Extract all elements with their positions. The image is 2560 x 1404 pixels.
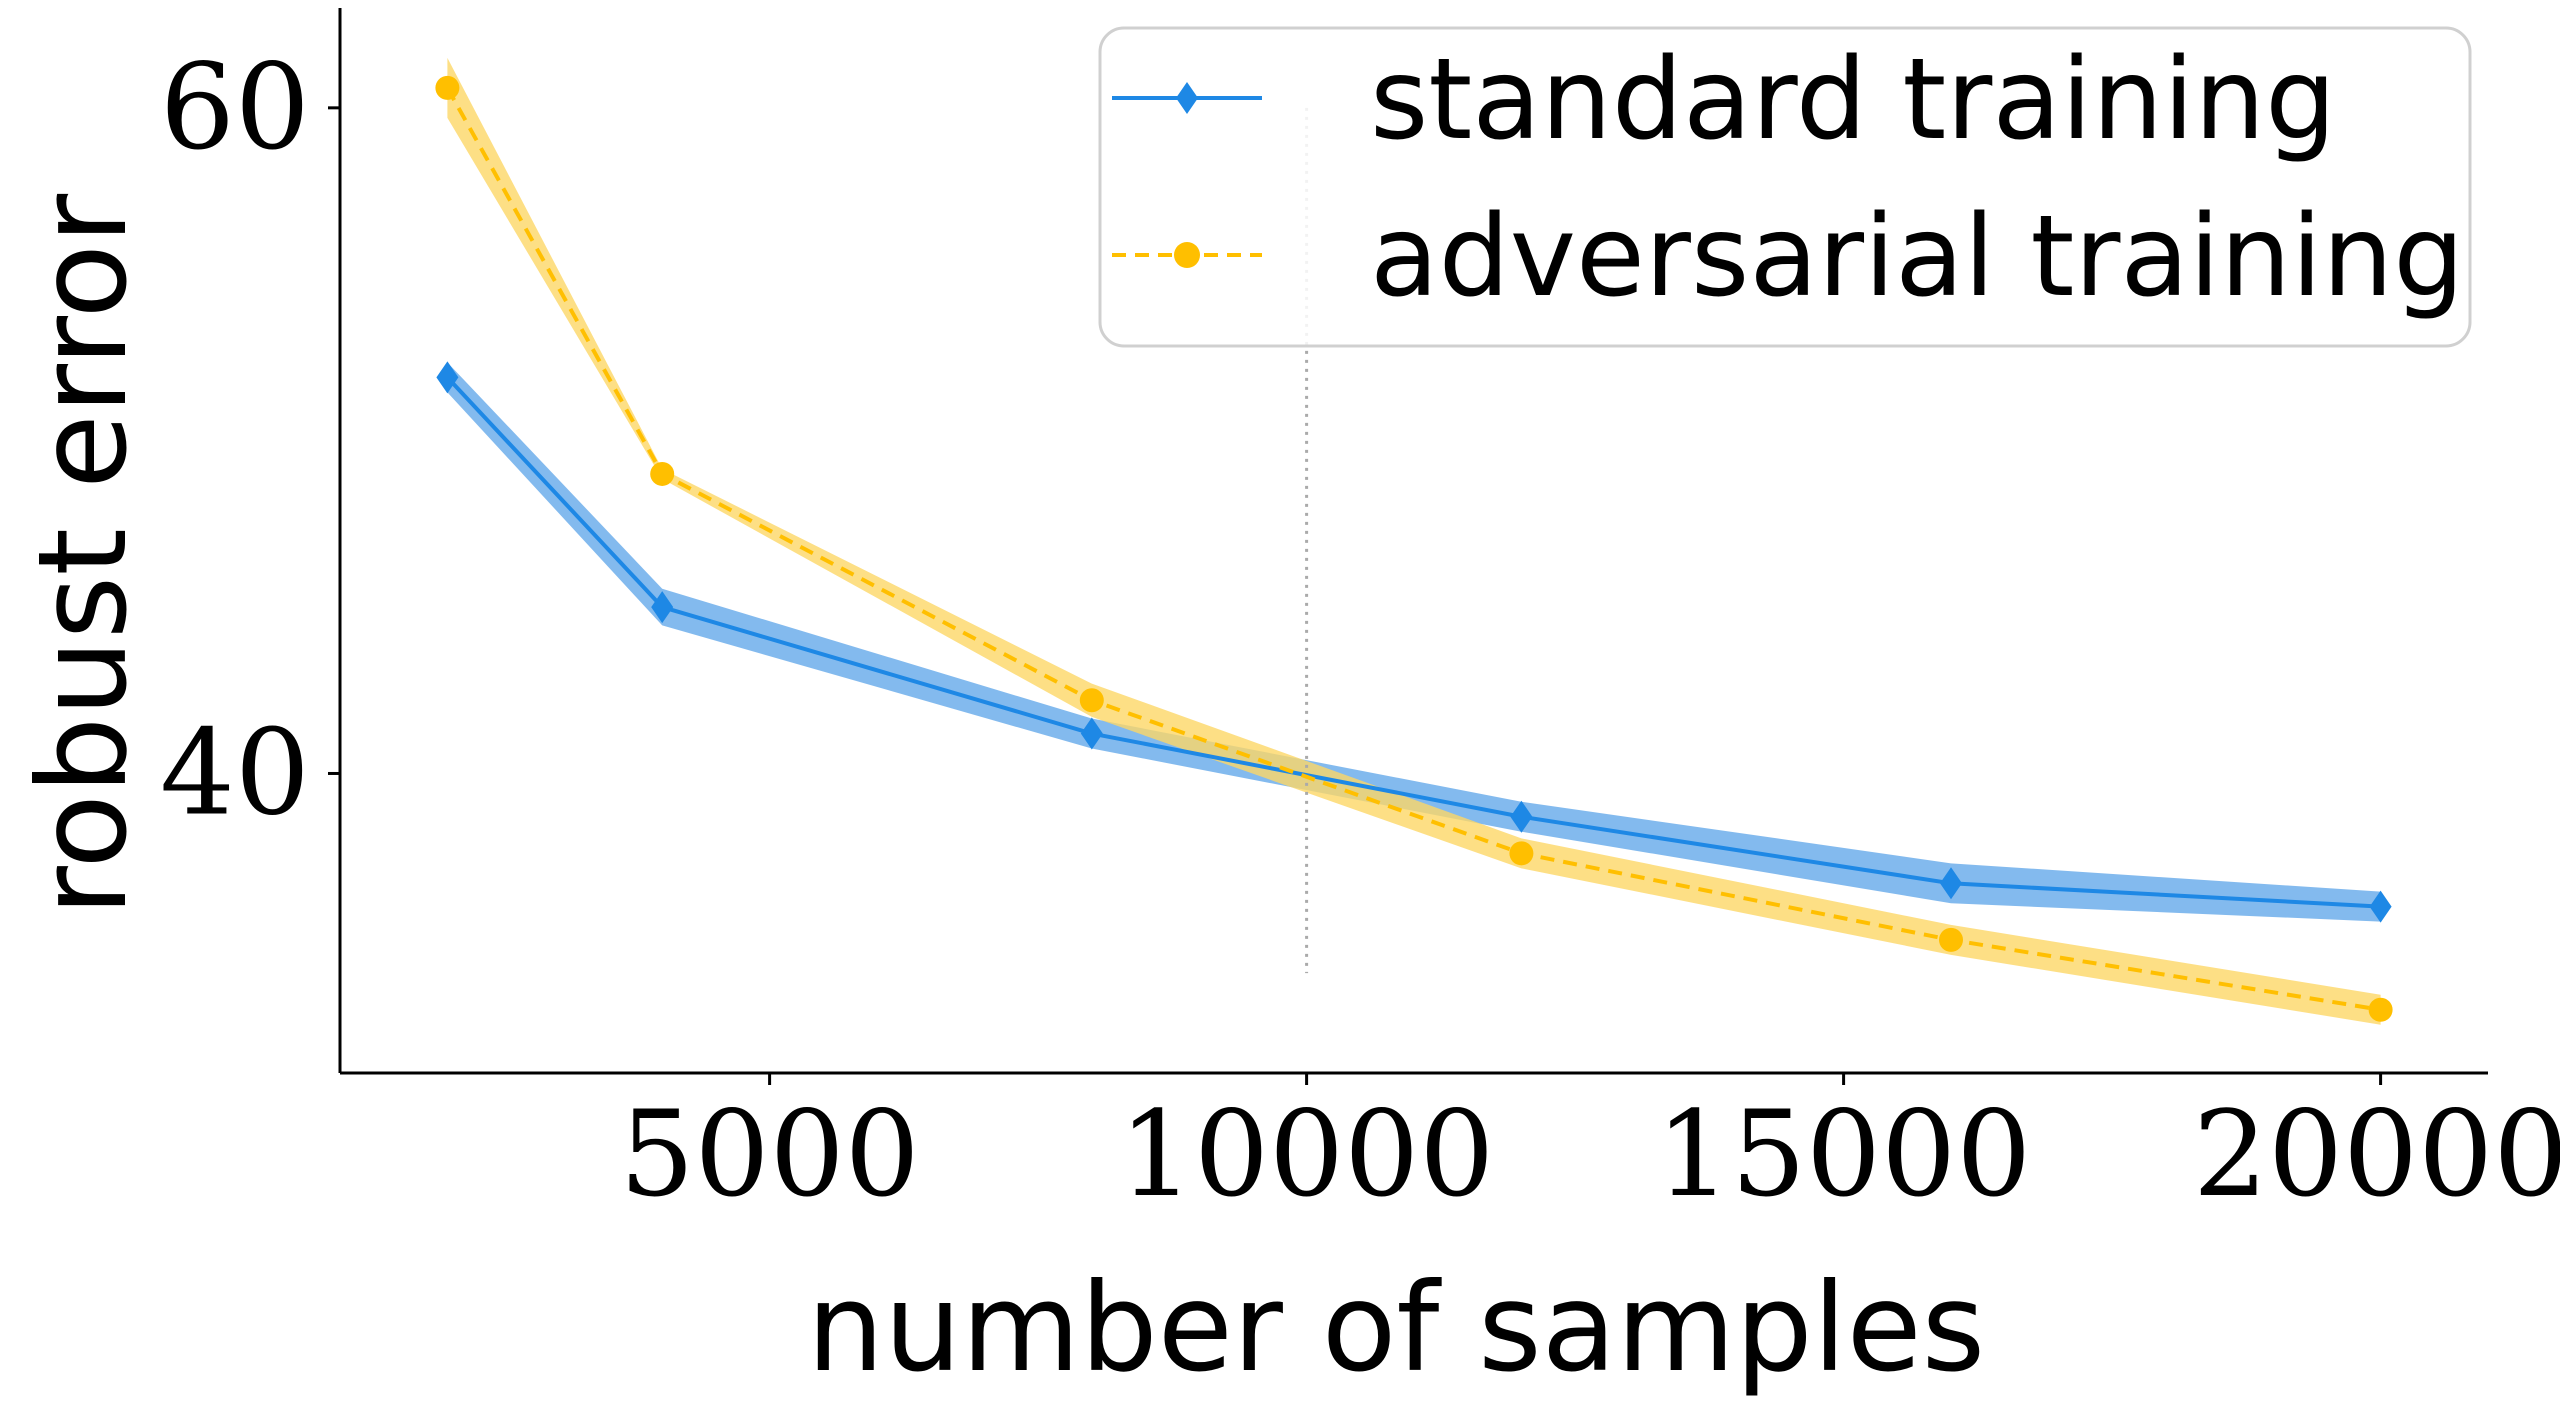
point-adversarial <box>1079 688 1104 713</box>
confidence-bands <box>447 57 2381 1025</box>
y-ticks: 40 60 <box>160 38 340 841</box>
point-standard <box>1080 717 1103 750</box>
point-adversarial <box>650 461 675 486</box>
point-adversarial <box>1509 841 1534 866</box>
point-standard <box>1510 800 1533 833</box>
x-ticks: 5000 10000 15000 20000 <box>619 1073 2560 1223</box>
point-standard <box>651 591 674 624</box>
point-adversarial <box>1939 927 1963 952</box>
point-standard <box>436 361 459 394</box>
axes <box>338 8 2488 1075</box>
y-tick-label: 40 <box>160 703 310 841</box>
legend-label-standard: standard training <box>1370 35 2336 165</box>
x-tick-label: 20000 <box>2193 1085 2560 1223</box>
x-tick-label: 10000 <box>1119 1085 1494 1223</box>
legend-marker-standard <box>1176 82 1198 114</box>
legend-marker-adversarial <box>1174 242 1200 268</box>
series-lines <box>445 86 2381 1012</box>
y-axis-label: robust error <box>12 193 154 916</box>
series-markers <box>435 75 2393 1022</box>
line-adversarial <box>445 86 2381 1012</box>
band-standard <box>447 362 2381 922</box>
x-axis-label: number of samples <box>807 1257 1985 1399</box>
legend-label-adversarial: adversarial training <box>1370 192 2464 322</box>
x-tick-label: 5000 <box>619 1085 919 1223</box>
point-adversarial <box>435 75 460 100</box>
point-adversarial <box>2368 997 2393 1022</box>
point-standard <box>2369 890 2392 923</box>
point-standard <box>1940 867 1962 900</box>
legend: standard training adversarial training <box>1098 26 2472 348</box>
legend-box <box>1098 26 2472 348</box>
x-tick-label: 15000 <box>1656 1085 2031 1223</box>
y-tick-label: 60 <box>160 38 310 176</box>
